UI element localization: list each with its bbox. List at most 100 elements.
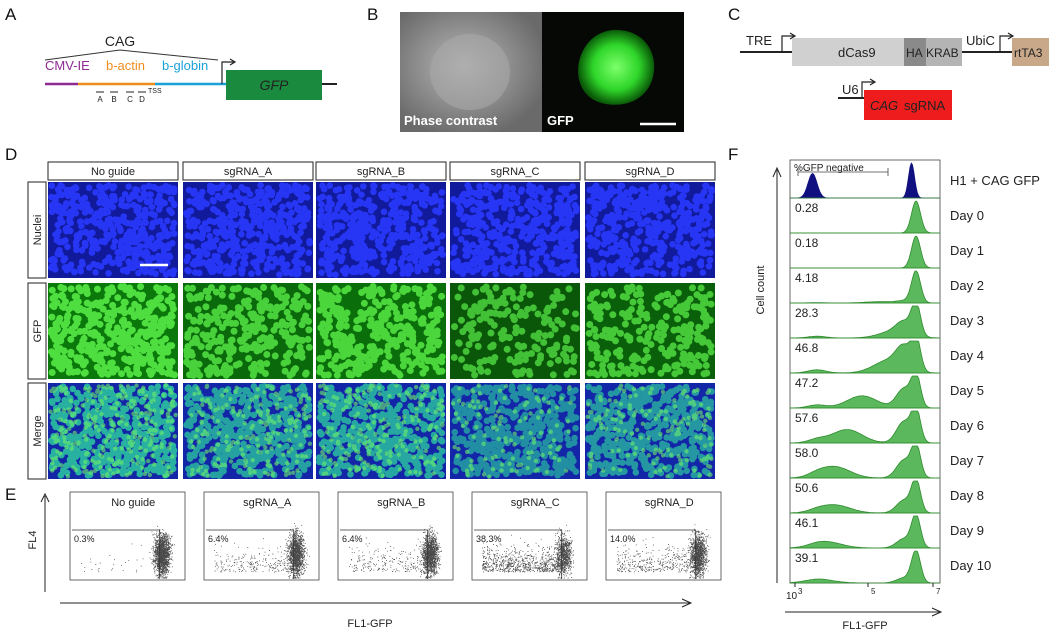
histogram <box>789 410 940 444</box>
element-label: CAG <box>870 98 898 113</box>
cells <box>450 383 573 479</box>
cells <box>48 182 178 278</box>
column-header: No guide <box>91 166 135 178</box>
gate-label: 6.4% <box>208 534 229 544</box>
promoter-arrow <box>861 78 877 98</box>
row-label: Day 3 <box>950 313 984 328</box>
promoter-arrow <box>999 32 1015 52</box>
plot-title: sgRNA_B <box>377 497 425 509</box>
plot-title: sgRNA_D <box>645 497 694 509</box>
ha-box <box>904 38 926 66</box>
element-label: UbiC <box>966 33 995 48</box>
negative-percent: 46.8 <box>795 341 819 355</box>
plot-title: No guide <box>111 497 155 509</box>
sgrna-box <box>864 90 952 120</box>
negative-percent: 0.18 <box>795 236 819 250</box>
site-label: C <box>127 95 133 104</box>
tick-label: 5 <box>871 587 876 596</box>
negative-percent: 58.0 <box>795 446 819 460</box>
panel-label: A <box>5 5 17 24</box>
axis-arrow <box>60 598 693 608</box>
column-header-box <box>449 161 581 181</box>
row-label: Day 9 <box>950 523 984 538</box>
cells <box>316 283 446 379</box>
column-header-box <box>182 161 314 181</box>
element-label: rtTA3 <box>1014 46 1043 60</box>
negative-percent: 57.6 <box>795 411 819 425</box>
axis-label: FL1-GFP <box>347 618 392 630</box>
axis-label: Cell count <box>755 266 767 315</box>
axis-label: FL1-GFP <box>842 620 887 632</box>
promoter-arrow <box>781 32 797 52</box>
negative-percent: 28.3 <box>795 306 819 320</box>
panel-label: B <box>367 5 378 24</box>
part-label: b-globin <box>162 58 208 73</box>
cells <box>317 383 446 478</box>
cells <box>585 383 715 479</box>
gate-label: 6.4% <box>342 534 363 544</box>
rtta3-box <box>1012 38 1049 66</box>
negative-percent: 4.18 <box>795 271 819 285</box>
column-header: sgRNA_B <box>357 166 405 178</box>
gate-label: %GFP negative <box>794 163 864 174</box>
axis-arrow <box>40 492 50 592</box>
part-label: CMV-IE <box>45 58 90 73</box>
column-header: sgRNA_C <box>491 166 540 178</box>
cells <box>183 182 313 278</box>
row-header-box <box>27 282 47 380</box>
panel-c: TRE dCas9 HA KRAB UbiC rtTA3 U6 CAG sgRN… <box>740 32 1049 120</box>
cells <box>450 383 580 479</box>
histogram <box>789 550 940 584</box>
panel-label: E <box>5 485 16 504</box>
site-label: A <box>97 95 103 104</box>
column-header-box <box>584 161 716 181</box>
cells <box>585 182 715 278</box>
row-label: Day 7 <box>950 453 984 468</box>
cells <box>585 283 715 379</box>
gate <box>340 529 429 579</box>
column-header: sgRNA_D <box>626 166 675 178</box>
axis-arrow <box>772 166 782 583</box>
histogram <box>789 340 941 374</box>
cells <box>450 283 580 379</box>
negative-percent: 47.2 <box>795 376 819 390</box>
row-header: GFP <box>32 320 44 343</box>
tick-label: 3 <box>798 587 803 596</box>
cells <box>48 383 178 479</box>
negative-percent: 46.1 <box>795 516 819 530</box>
tss-arrow <box>221 58 237 84</box>
cells <box>183 283 313 379</box>
tss-label: TSS <box>148 88 162 95</box>
site-label: D <box>139 95 145 104</box>
part-label: b-actin <box>106 58 145 73</box>
panel-label: F <box>728 145 738 164</box>
histogram <box>789 480 940 514</box>
panel-a: CAG CMV-IE b-actin b-globin GFP A B C D … <box>44 33 337 104</box>
plot-frame <box>203 491 320 581</box>
cells <box>450 182 580 278</box>
cells <box>316 182 446 278</box>
gate <box>72 529 161 579</box>
row-header: Nuclei <box>32 215 44 246</box>
events <box>616 524 711 579</box>
gate-label: 14.0% <box>610 534 636 544</box>
panel-label: D <box>5 145 17 164</box>
panel-label: C <box>728 5 740 24</box>
element-label: sgRNA <box>904 98 946 113</box>
events <box>214 522 310 579</box>
site-label: B <box>111 95 116 104</box>
axis-arrow <box>785 607 943 617</box>
element-label: KRAB <box>926 46 959 60</box>
histogram <box>789 445 940 479</box>
dcas9-box <box>792 38 904 66</box>
row-label: Day 1 <box>950 243 984 258</box>
colony <box>578 29 655 105</box>
cells <box>188 383 313 479</box>
plot-title: sgRNA_C <box>511 497 560 509</box>
gate-label: 38.3% <box>476 534 502 544</box>
row-label: Day 6 <box>950 418 984 433</box>
row-label: Day 10 <box>950 558 991 573</box>
row-header: Merge <box>32 415 44 446</box>
gate <box>474 529 563 579</box>
